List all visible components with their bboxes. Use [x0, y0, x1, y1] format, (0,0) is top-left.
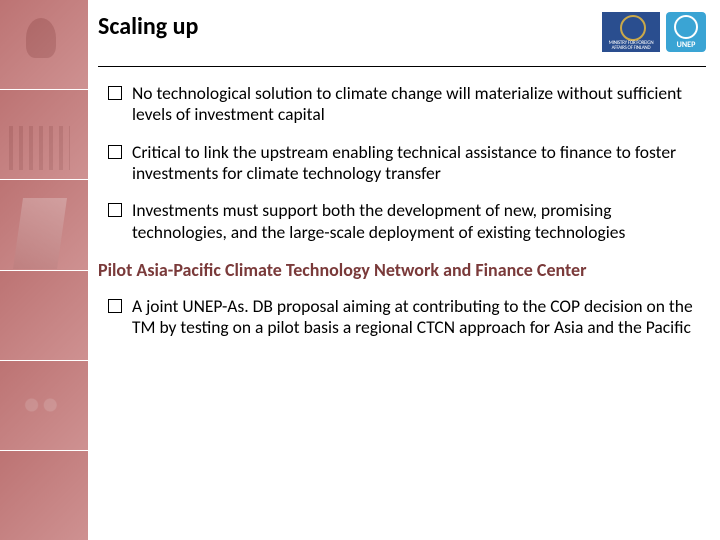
sidebar-image-store [0, 271, 88, 361]
logo-unep: UNEP [666, 12, 706, 52]
logo-ministry-label: MINISTRY FOR FOREIGN AFFAIRS OF FINLAND [602, 41, 660, 51]
bullet-item: Investments must support both the develo… [108, 200, 706, 243]
sidebar-image-seedling [0, 0, 88, 90]
logo-group: MINISTRY FOR FOREIGN AFFAIRS OF FINLAND … [602, 12, 706, 52]
subheading: Pilot Asia-Pacific Climate Technology Ne… [98, 259, 706, 282]
slide-content: Scaling up MINISTRY FOR FOREIGN AFFAIRS … [98, 12, 706, 526]
slide-title: Scaling up [98, 12, 198, 41]
bullet-list-bottom: A joint UNEP-As. DB proposal aiming at c… [98, 296, 706, 339]
sidebar-image-meeting [0, 361, 88, 451]
bullet-item: A joint UNEP-As. DB proposal aiming at c… [108, 296, 706, 339]
sidebar-image-train [0, 451, 88, 540]
title-row: Scaling up MINISTRY FOR FOREIGN AFFAIRS … [98, 12, 706, 52]
logo-ministry-finland: MINISTRY FOR FOREIGN AFFAIRS OF FINLAND [602, 12, 660, 52]
logo-unep-label: UNEP [677, 40, 696, 50]
bullet-list-top: No technological solution to climate cha… [98, 83, 706, 243]
title-divider [98, 66, 706, 67]
bullet-item: No technological solution to climate cha… [108, 83, 706, 126]
sidebar-image-windfarm [0, 90, 88, 180]
sidebar-image-strip [0, 0, 88, 540]
bullet-item: Critical to link the upstream enabling t… [108, 142, 706, 185]
sidebar-image-building [0, 180, 88, 270]
